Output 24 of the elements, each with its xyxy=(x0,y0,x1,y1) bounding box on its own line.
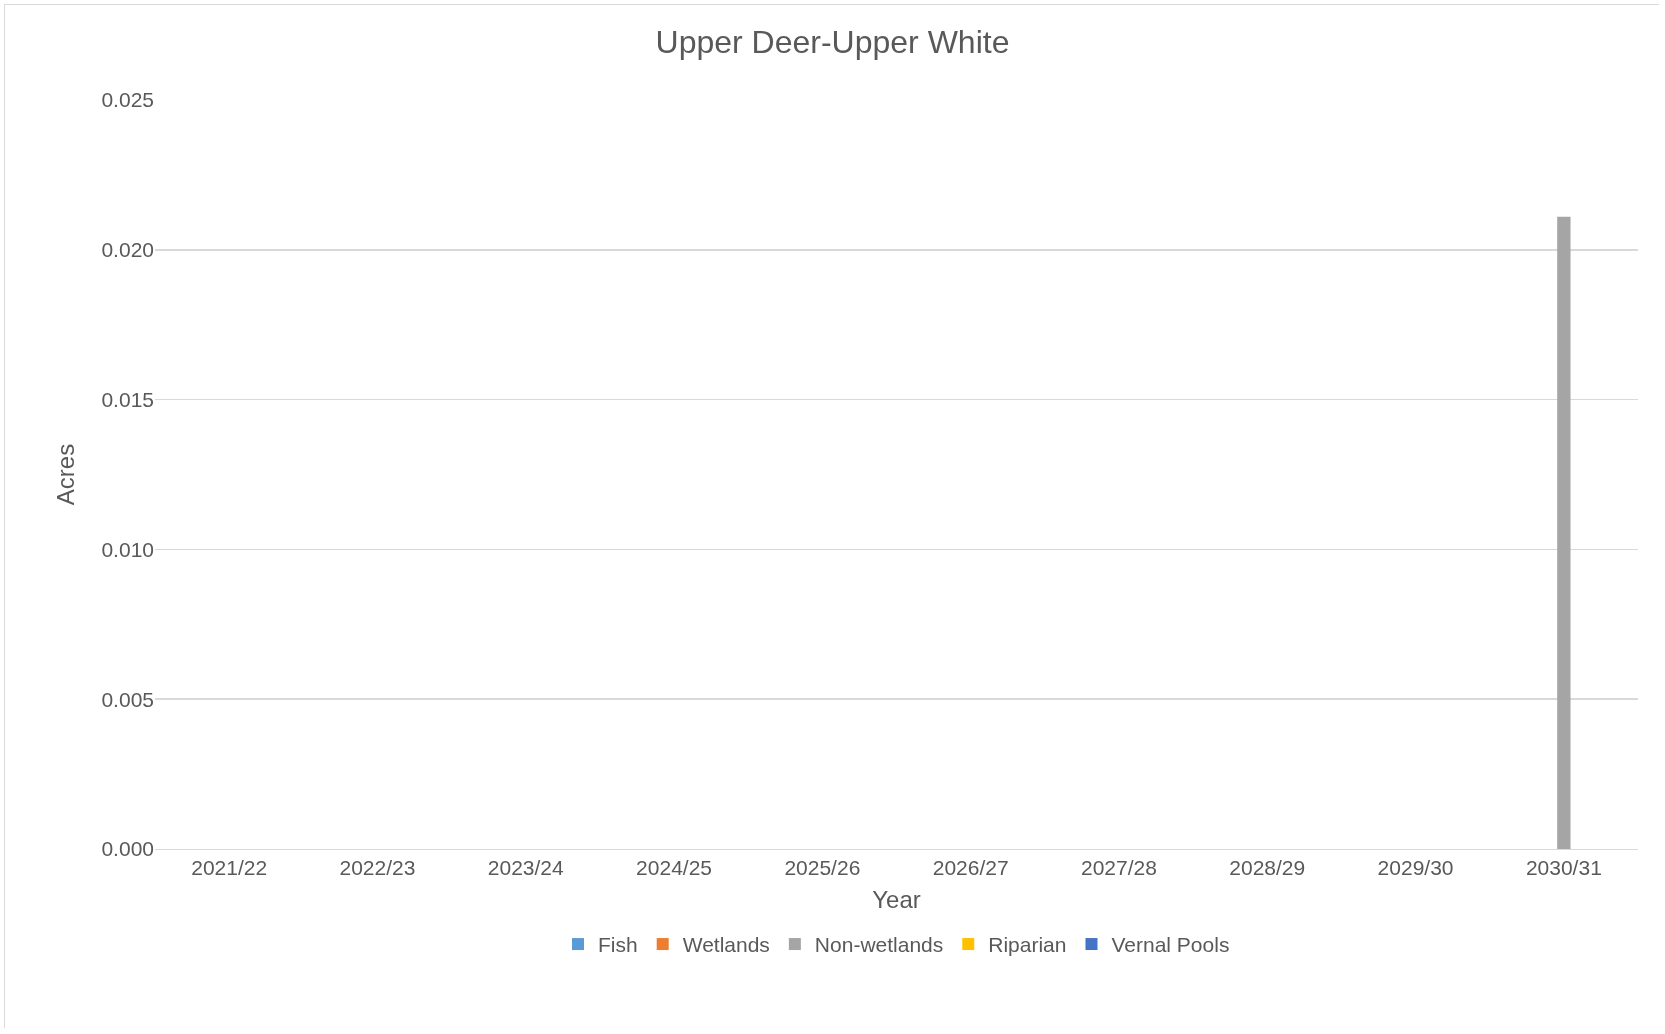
x-tick-label: 2025/26 xyxy=(784,856,861,880)
x-tick-label: 2026/27 xyxy=(932,856,1009,880)
x-tick-label: 2029/30 xyxy=(1377,856,1454,880)
x-tick-label: 2030/31 xyxy=(1525,856,1602,880)
x-axis-title: Year xyxy=(872,885,921,913)
x-tick-label: 2021/22 xyxy=(191,856,268,880)
chart-title: Upper Deer-Upper White xyxy=(655,24,1010,60)
legend-label: Wetlands xyxy=(682,933,770,957)
x-tick-label: 2027/28 xyxy=(1080,856,1157,880)
x-tick-label: 2024/25 xyxy=(636,856,713,880)
x-tick-label: 2023/24 xyxy=(487,856,565,880)
y-axis-title: Acres xyxy=(51,443,79,506)
x-tick-label: 2028/29 xyxy=(1229,856,1306,880)
x-tick-label: 2022/23 xyxy=(339,856,416,880)
y-tick-label: 0.025 xyxy=(101,88,154,112)
y-tick-label: 0.010 xyxy=(101,537,154,561)
legend-label: Riparian xyxy=(988,933,1067,957)
legend-label: Vernal Pools xyxy=(1111,933,1230,957)
y-tick-label: 0.015 xyxy=(101,387,154,411)
legend-label: Non-wetlands xyxy=(814,933,944,957)
legend-label: Fish xyxy=(598,933,638,957)
y-tick-label: 0.000 xyxy=(101,837,154,861)
y-tick-label: 0.005 xyxy=(101,687,154,711)
y-tick-label: 0.020 xyxy=(101,238,154,262)
